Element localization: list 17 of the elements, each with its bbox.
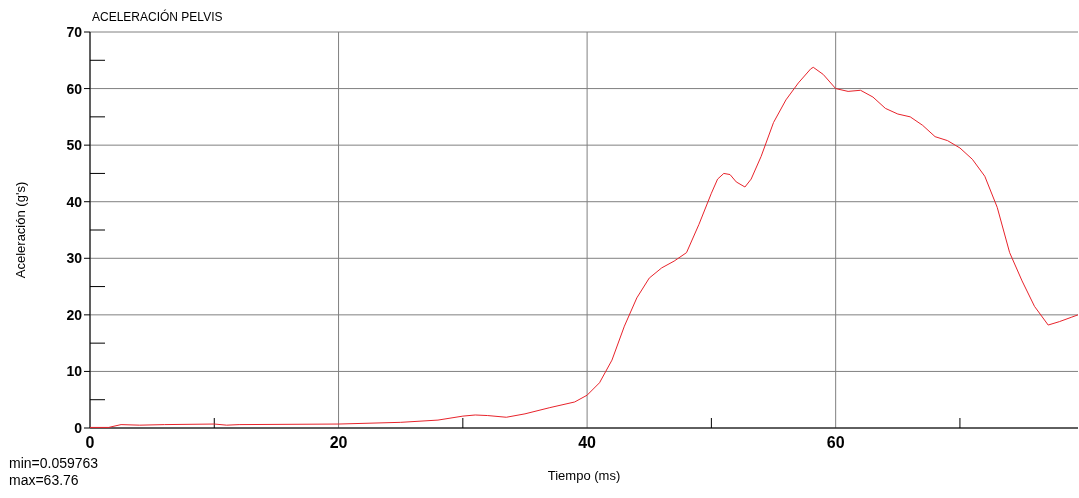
text: max=63.76 (9, 472, 79, 488)
y-tick-label: 10 (66, 363, 83, 380)
x-tick-label: 0 (85, 434, 95, 451)
x-tick-label: 40 (578, 434, 597, 451)
y-tick-label: 70 (66, 24, 83, 40)
text: min=0.059763 (9, 455, 99, 471)
x-tick-label: 20 (329, 434, 348, 451)
x-tick-label: 60 (826, 434, 845, 451)
y-tick-label: 20 (66, 306, 83, 323)
y-tick-label: 50 (66, 137, 83, 154)
y-tick-label: 0 (74, 420, 83, 436)
y-axis-title: Aceleración (g's) (13, 181, 28, 279)
y-tick-label: 60 (66, 80, 83, 97)
y-tick-label: 40 (66, 193, 83, 210)
x-axis-title: Tiempo (ms) (547, 468, 621, 483)
chart-title: ACELERACIÓN PELVIS (92, 9, 223, 24)
y-tick-label: 30 (66, 250, 83, 267)
